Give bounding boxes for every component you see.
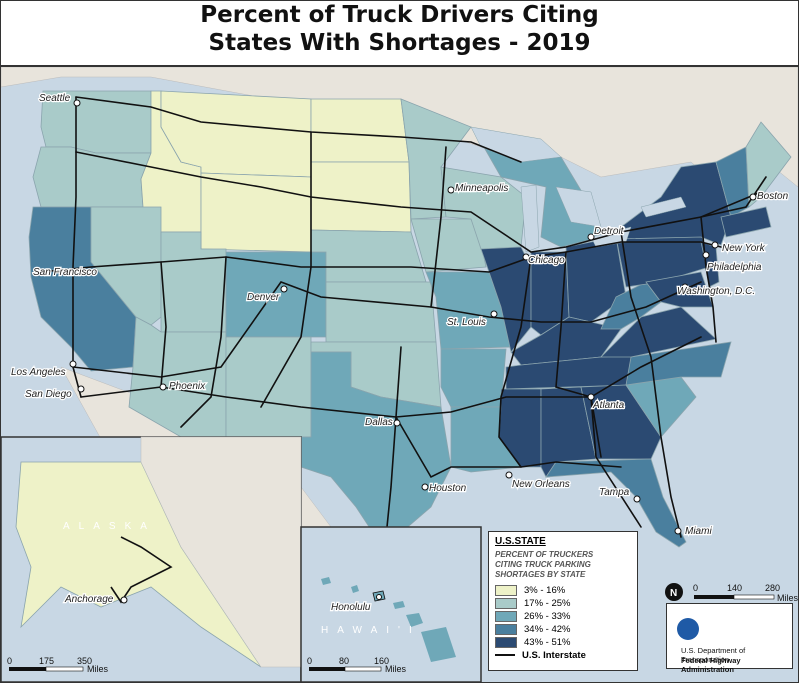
legend-swatch bbox=[495, 623, 517, 635]
city-label: Seattle bbox=[39, 93, 71, 104]
state-kansas bbox=[325, 281, 437, 343]
scale-label: 280 bbox=[765, 583, 780, 593]
city-label: New Orleans bbox=[512, 479, 570, 490]
state-texas bbox=[250, 351, 452, 546]
state-wyoming bbox=[200, 172, 312, 253]
state-massachusetts bbox=[720, 206, 772, 238]
hawaii-inset: Honolulu HAWAI'I 0 80 160 Miles bbox=[300, 526, 482, 682]
legend-label: 43% - 51% bbox=[524, 636, 571, 648]
dot-logo-icon bbox=[677, 618, 699, 640]
scale-label: 160 bbox=[374, 656, 389, 666]
legend-entry: 26% - 33% bbox=[495, 610, 631, 622]
legend-subtitle: PERCENT OF TRUCKERS CITING TRUCK PARKING… bbox=[495, 550, 631, 580]
main-scale-bar: N 0 140 280 Miles bbox=[665, 583, 798, 603]
scale-label: 140 bbox=[727, 583, 742, 593]
scale-label: 0 bbox=[693, 583, 698, 593]
scale-label: Miles bbox=[777, 593, 798, 603]
alaska-scale-bar: 0 175 350 Miles bbox=[7, 656, 109, 674]
scale-label: 0 bbox=[7, 656, 12, 666]
map-title-line1: Percent of Truck Drivers Citing bbox=[200, 2, 599, 28]
legend-label: U.S. Interstate bbox=[522, 649, 586, 661]
us-map: Seattle San Francisco Los Angeles San Di… bbox=[1, 67, 798, 682]
state-nebraska bbox=[310, 229, 427, 283]
hawaii-scale-bar: 0 80 160 Miles bbox=[307, 656, 407, 674]
legend-title: U.S.STATE bbox=[495, 536, 546, 547]
city-label: Boston bbox=[757, 191, 789, 202]
state-florida bbox=[545, 458, 687, 548]
hawaii-label: HAWAI'I bbox=[321, 625, 421, 636]
legend-subtitle-line: PERCENT OF TRUCKERS bbox=[495, 550, 594, 559]
scale-label: Miles bbox=[385, 664, 407, 674]
state-arkansas bbox=[440, 348, 507, 408]
legend-subtitle-line: SHORTAGES BY STATE bbox=[495, 570, 586, 579]
city-label: Detroit bbox=[594, 226, 625, 237]
legend-label: 34% - 42% bbox=[524, 623, 571, 635]
legend-swatch bbox=[495, 636, 517, 648]
city-label: Atlanta bbox=[592, 400, 625, 411]
interstate-network bbox=[40, 96, 767, 538]
city-label: Chicago bbox=[528, 255, 565, 266]
city-label: Dallas bbox=[365, 417, 393, 428]
scale-label: Miles bbox=[87, 664, 109, 674]
states-layer bbox=[28, 90, 792, 548]
state-maryland bbox=[645, 271, 714, 308]
city-label: Denver bbox=[247, 292, 280, 303]
scale-label: 175 bbox=[39, 656, 54, 666]
city-label: Honolulu bbox=[331, 602, 371, 613]
legend-entry: 3% - 16% bbox=[495, 584, 631, 596]
city-label: Miami bbox=[685, 526, 712, 537]
state-georgia bbox=[580, 384, 662, 460]
legend-swatch bbox=[495, 597, 517, 609]
legend-label: 17% - 25% bbox=[524, 597, 571, 609]
legend-entry: 34% - 42% bbox=[495, 623, 631, 635]
city-label: Anchorage bbox=[64, 594, 114, 605]
city-label: San Diego bbox=[25, 389, 72, 400]
agency-line2: Federal Highway Administration bbox=[681, 656, 741, 674]
city-label: San Francisco bbox=[33, 267, 97, 278]
legend-swatch bbox=[495, 584, 517, 596]
scale-label: 80 bbox=[339, 656, 349, 666]
legend-label: 3% - 16% bbox=[524, 584, 566, 596]
legend-entry: 43% - 51% bbox=[495, 636, 631, 648]
north-arrow-label: N bbox=[670, 588, 677, 599]
alaska-inset: Anchorage ALASKA 0 175 350 Miles bbox=[1, 436, 302, 682]
city-label: Minneapolis bbox=[455, 183, 508, 194]
title-box: Percent of Truck Drivers Citing States W… bbox=[1, 1, 798, 67]
city-label: Phoenix bbox=[169, 381, 206, 392]
state-north-dakota bbox=[310, 98, 410, 163]
city-markers: Seattle San Francisco Los Angeles San Di… bbox=[10, 92, 790, 539]
state-illinois bbox=[480, 246, 532, 353]
agency-logo-box: U.S. Department of Transportation Federa… bbox=[666, 603, 793, 674]
city-label: Los Angeles bbox=[11, 367, 66, 378]
state-north-carolina bbox=[625, 341, 732, 386]
agency-line1: U.S. Department of Transportation bbox=[681, 646, 746, 664]
city-label: Philadelphia bbox=[707, 262, 762, 273]
legend-swatch bbox=[495, 610, 517, 622]
map-legend: U.S.STATE PERCENT OF TRUCKERS CITING TRU… bbox=[488, 531, 638, 671]
scale-label: 0 bbox=[307, 656, 312, 666]
state-iowa bbox=[410, 218, 487, 273]
city-label: Washington, D.C. bbox=[677, 286, 755, 297]
city-label: Houston bbox=[429, 483, 467, 494]
state-new-mexico bbox=[225, 336, 312, 446]
alaska-label: ALASKA bbox=[63, 521, 156, 532]
legend-entry-interstate: U.S. Interstate bbox=[495, 649, 631, 661]
legend-label: 26% - 33% bbox=[524, 610, 571, 622]
legend-entry: 17% - 25% bbox=[495, 597, 631, 609]
city-label: New York bbox=[722, 243, 766, 254]
city-label: Tampa bbox=[599, 487, 630, 498]
scale-label: 350 bbox=[77, 656, 92, 666]
city-label: St. Louis bbox=[447, 317, 486, 328]
legend-subtitle-line: CITING TRUCK PARKING bbox=[495, 560, 591, 569]
map-title-line2: States With Shortages - 2019 bbox=[208, 30, 591, 56]
interstate-line-icon bbox=[495, 654, 515, 656]
state-south-dakota bbox=[310, 161, 412, 233]
north-arrow-icon bbox=[665, 583, 683, 601]
